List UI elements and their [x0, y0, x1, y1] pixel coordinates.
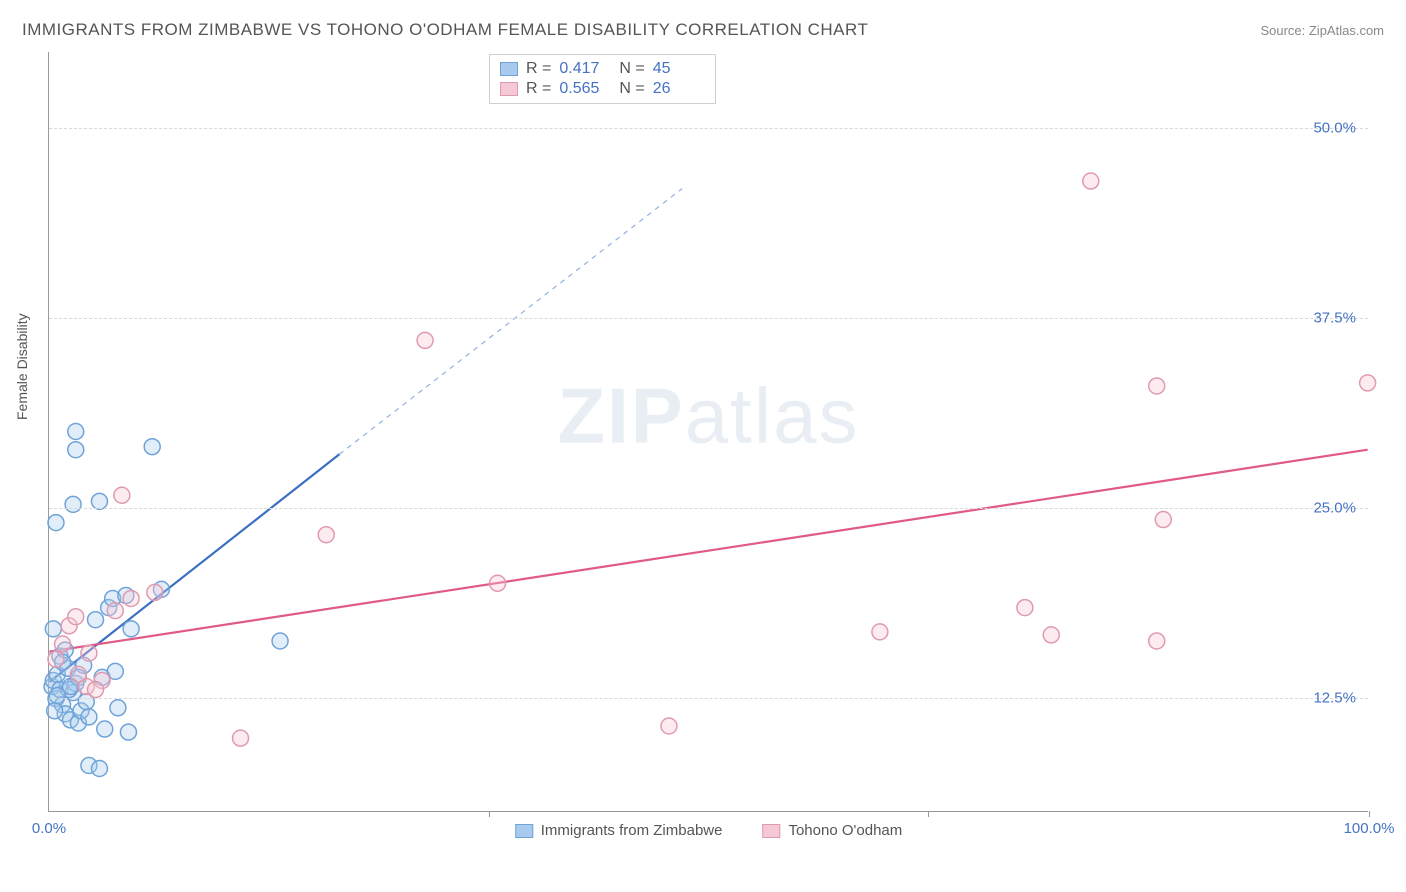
y-tick-label: 37.5% — [1313, 310, 1356, 327]
series-legend: Immigrants from Zimbabwe Tohono O'odham — [515, 822, 903, 839]
legend-label-2: Tohono O'odham — [788, 822, 902, 839]
gridline-h — [49, 508, 1368, 509]
legend-item-2: Tohono O'odham — [762, 822, 902, 839]
x-tick-label: 100.0% — [1344, 820, 1395, 837]
y-tick-label: 50.0% — [1313, 120, 1356, 137]
x-tick-label: 0.0% — [32, 820, 66, 837]
legend-swatch-2 — [762, 824, 780, 838]
x-tick — [1369, 811, 1370, 817]
legend-swatch-1 — [515, 824, 533, 838]
legend-item-1: Immigrants from Zimbabwe — [515, 822, 723, 839]
x-tick — [489, 811, 490, 817]
x-tick — [928, 811, 929, 817]
chart-header: IMMIGRANTS FROM ZIMBABWE VS TOHONO O'ODH… — [22, 20, 1384, 40]
legend-label-1: Immigrants from Zimbabwe — [541, 822, 723, 839]
gridline-h — [49, 698, 1368, 699]
y-tick-label: 12.5% — [1313, 690, 1356, 707]
chart-source: Source: ZipAtlas.com — [1260, 23, 1384, 38]
y-axis-label: Female Disability — [14, 313, 30, 420]
chart-plot-area: ZIPatlas R = 0.417 N = 45 R = 0.565 N = … — [48, 52, 1368, 812]
gridline-h — [49, 318, 1368, 319]
chart-title: IMMIGRANTS FROM ZIMBABWE VS TOHONO O'ODH… — [22, 20, 868, 40]
gridline-h — [49, 128, 1368, 129]
y-tick-label: 25.0% — [1313, 500, 1356, 517]
